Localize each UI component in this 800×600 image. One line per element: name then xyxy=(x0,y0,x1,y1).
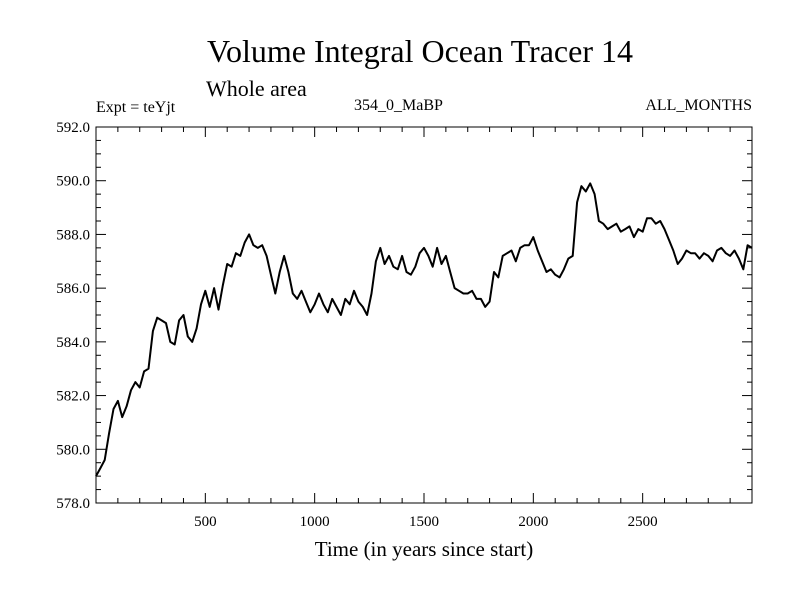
x-tick-label: 2000 xyxy=(518,514,548,530)
plot-frame xyxy=(95,126,753,504)
axis-ticks xyxy=(96,127,752,503)
y-tick-label: 582.0 xyxy=(56,389,90,405)
chart-title: Volume Integral Ocean Tracer 14 xyxy=(207,33,633,69)
y-tick-labels: 578.0 580.0 582.0 584.0 586.0 588.0 590.0 592.0 xyxy=(56,120,90,512)
series-line xyxy=(95,182,753,477)
x-tick-label: 500 xyxy=(194,514,217,530)
period-label: 354_0_MaBP xyxy=(354,97,443,114)
x-tick-label: 2500 xyxy=(628,514,658,530)
y-tick-label: 590.0 xyxy=(56,174,90,190)
chart-subtitle: Whole area xyxy=(206,76,307,101)
y-tick-label: 580.0 xyxy=(56,442,90,458)
x-axis-label: Time (in years since start) xyxy=(314,537,534,561)
y-tick-label: 586.0 xyxy=(56,281,90,297)
x-tick-label: 1000 xyxy=(300,514,330,530)
x-tick-label: 1500 xyxy=(409,514,439,530)
x-tick-labels: 500 1000 1500 2000 2500 xyxy=(194,514,658,530)
y-tick-label: 592.0 xyxy=(56,120,90,136)
y-tick-label: 578.0 xyxy=(56,496,90,512)
y-tick-label: 588.0 xyxy=(56,227,90,243)
y-tick-label: 584.0 xyxy=(56,335,90,351)
experiment-label: Expt = teYjt xyxy=(96,99,176,116)
months-label: ALL_MONTHS xyxy=(645,97,752,114)
